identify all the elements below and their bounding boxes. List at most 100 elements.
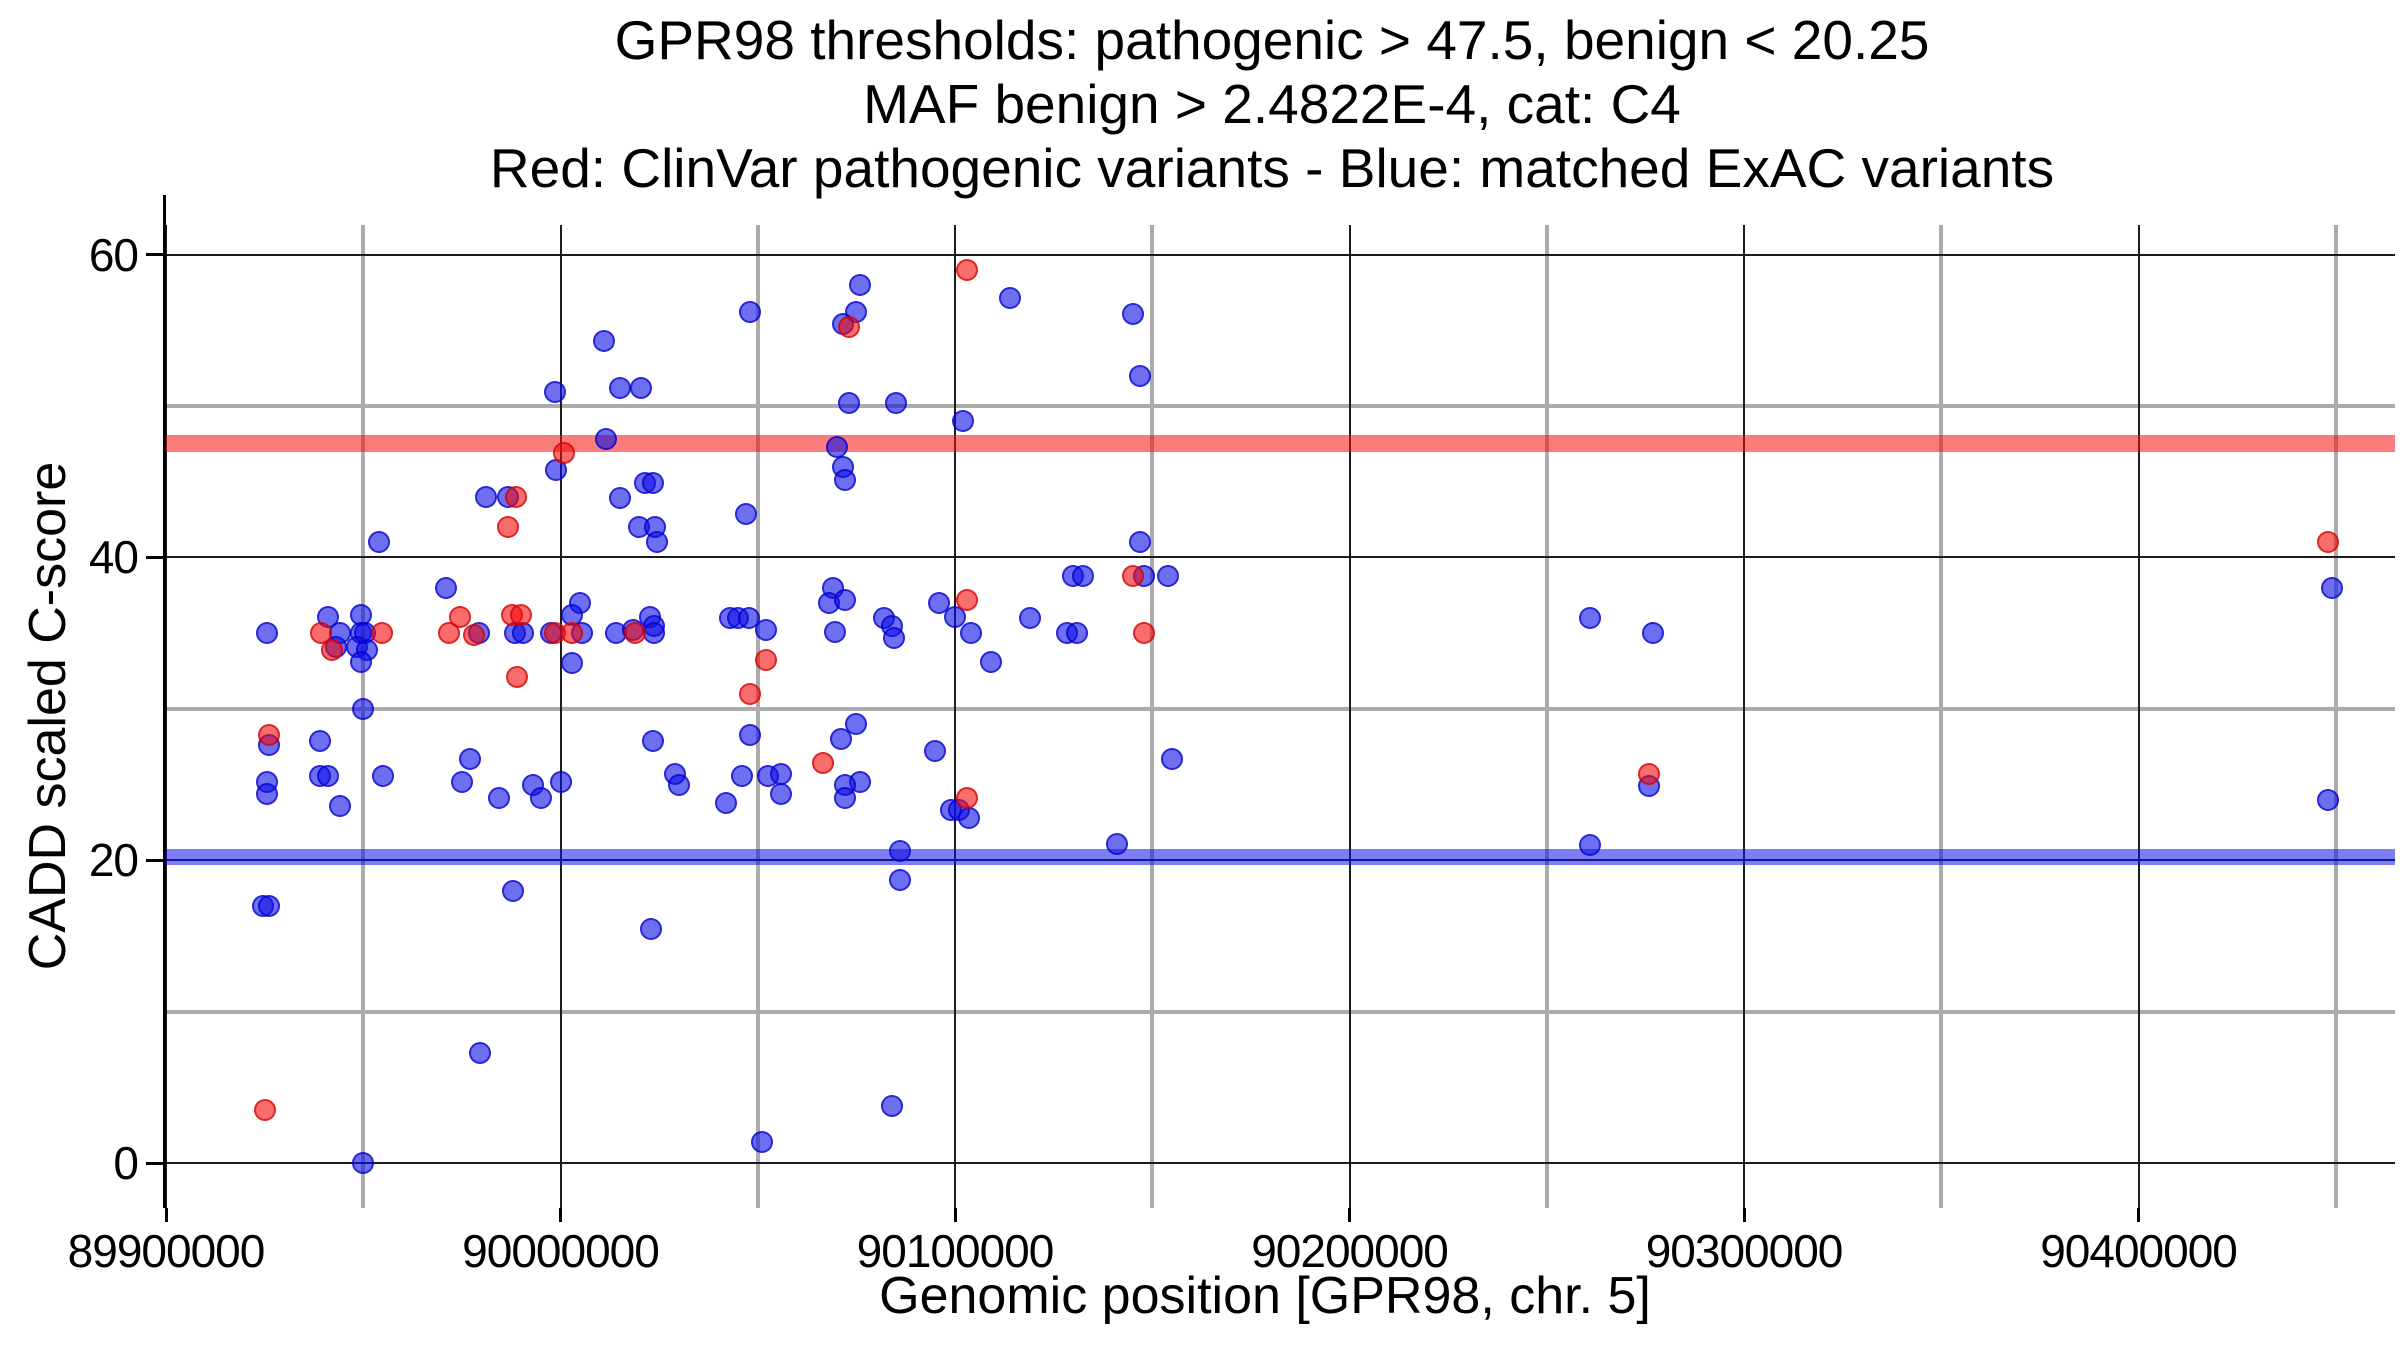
data-point-pathogenic (1121, 564, 1144, 587)
data-point-exac (1579, 607, 1602, 630)
x-tick-label: 89900000 (67, 1225, 266, 1277)
data-point-exac (999, 287, 1022, 310)
x-axis-title: Genomic position [GPR98, chr. 5] (879, 1267, 1651, 1325)
x-gridline-major (559, 225, 562, 1208)
data-point-pathogenic (257, 723, 280, 746)
data-point-exac (561, 652, 584, 675)
data-point-pathogenic (2316, 531, 2339, 554)
chart-title-line3: Red: ClinVar pathogenic variants - Blue:… (489, 137, 2055, 199)
x-tick-label: 90000000 (462, 1225, 660, 1277)
data-point-exac (529, 787, 552, 810)
data-point-pathogenic (955, 588, 978, 611)
x-gridline-minor (1939, 225, 1944, 1208)
chart-title-line1: GPR98 thresholds: pathogenic > 47.5, ben… (614, 9, 1930, 71)
data-point-exac (488, 787, 511, 810)
data-point-exac (608, 487, 631, 510)
data-point-exac (738, 607, 761, 630)
data-point-exac (450, 770, 473, 793)
x-gridline-minor (1544, 225, 1549, 1208)
data-point-exac (1072, 564, 1095, 587)
data-point-exac (474, 485, 497, 508)
data-point-exac (884, 391, 907, 414)
data-point-pathogenic (837, 316, 860, 339)
data-point-exac (368, 531, 391, 554)
data-point-exac (255, 622, 278, 645)
data-point-exac (849, 273, 872, 296)
data-point-exac (845, 713, 868, 736)
data-point-exac (770, 763, 793, 786)
x-gridline-minor (755, 225, 760, 1208)
x-tick (1742, 1208, 1746, 1222)
x-tick (559, 1208, 562, 1222)
data-point-pathogenic (561, 622, 584, 645)
x-gridline-major (165, 225, 167, 1208)
data-point-exac (328, 794, 351, 817)
data-point-exac (833, 588, 856, 611)
data-point-exac (888, 840, 911, 863)
data-point-pathogenic (253, 1099, 276, 1122)
data-point-exac (640, 917, 663, 940)
data-point-exac (549, 770, 572, 793)
data-point-exac (642, 472, 665, 495)
data-point-exac (667, 773, 690, 796)
data-point-exac (594, 428, 617, 451)
data-point-pathogenic (1133, 622, 1156, 645)
data-point-exac (1129, 531, 1152, 554)
x-gridline-major (1743, 225, 1746, 1208)
x-tick-label: 90200000 (1251, 1225, 1449, 1277)
x-gridline-major (954, 225, 957, 1208)
data-point-exac (770, 782, 793, 805)
data-point-pathogenic (497, 516, 520, 539)
data-point-exac (502, 879, 525, 902)
data-point-exac (715, 791, 738, 814)
data-point-pathogenic (955, 258, 978, 281)
y-tick-label: 20 (88, 834, 139, 887)
data-point-pathogenic (438, 622, 461, 645)
data-point-exac (825, 435, 848, 458)
data-point-pathogenic (506, 666, 529, 689)
data-point-pathogenic (462, 623, 485, 646)
data-point-exac (833, 787, 856, 810)
data-point-exac (308, 729, 331, 752)
data-point-exac (2320, 576, 2343, 599)
data-point-exac (738, 723, 761, 746)
data-point-exac (823, 620, 846, 643)
x-tick (953, 1208, 957, 1222)
y-axis-line (163, 195, 166, 1208)
data-point-pathogenic (505, 485, 528, 508)
data-point-pathogenic (553, 441, 576, 464)
data-point-exac (734, 502, 757, 525)
data-point-exac (350, 650, 373, 673)
data-point-pathogenic (738, 682, 761, 705)
data-point-exac (837, 391, 860, 414)
data-point-pathogenic (754, 649, 777, 672)
x-tick (2137, 1208, 2141, 1222)
data-point-exac (255, 782, 278, 805)
data-point-pathogenic (448, 605, 471, 628)
y-gridline-minor (166, 706, 2395, 711)
y-tick (146, 253, 163, 257)
data-point-exac (750, 1131, 773, 1154)
data-point-exac (1066, 622, 1089, 645)
x-tick-label: 90300000 (1645, 1225, 1844, 1277)
x-gridline-minor (1150, 225, 1155, 1208)
y-gridline-minor (166, 1009, 2395, 1014)
data-point-exac (738, 301, 761, 324)
x-gridline-major (1348, 225, 1351, 1208)
data-point-exac (928, 591, 951, 614)
chart-title-line2: MAF benign > 2.4822E-4, cat: C4 (863, 73, 1681, 135)
data-point-exac (1121, 302, 1144, 325)
data-point-exac (642, 729, 665, 752)
data-point-exac (630, 376, 653, 399)
y-tick (146, 1161, 163, 1165)
y-gridline-major (166, 556, 2395, 559)
data-point-exac (730, 764, 753, 787)
data-point-exac (1642, 622, 1665, 645)
data-point-pathogenic (510, 604, 533, 627)
data-point-pathogenic (371, 622, 394, 645)
data-point-pathogenic (955, 787, 978, 810)
y-tick-label: 40 (88, 531, 139, 584)
x-gridline-minor (2333, 225, 2338, 1208)
benign-threshold-band (166, 848, 2395, 865)
y-gridline-minor (166, 403, 2395, 408)
